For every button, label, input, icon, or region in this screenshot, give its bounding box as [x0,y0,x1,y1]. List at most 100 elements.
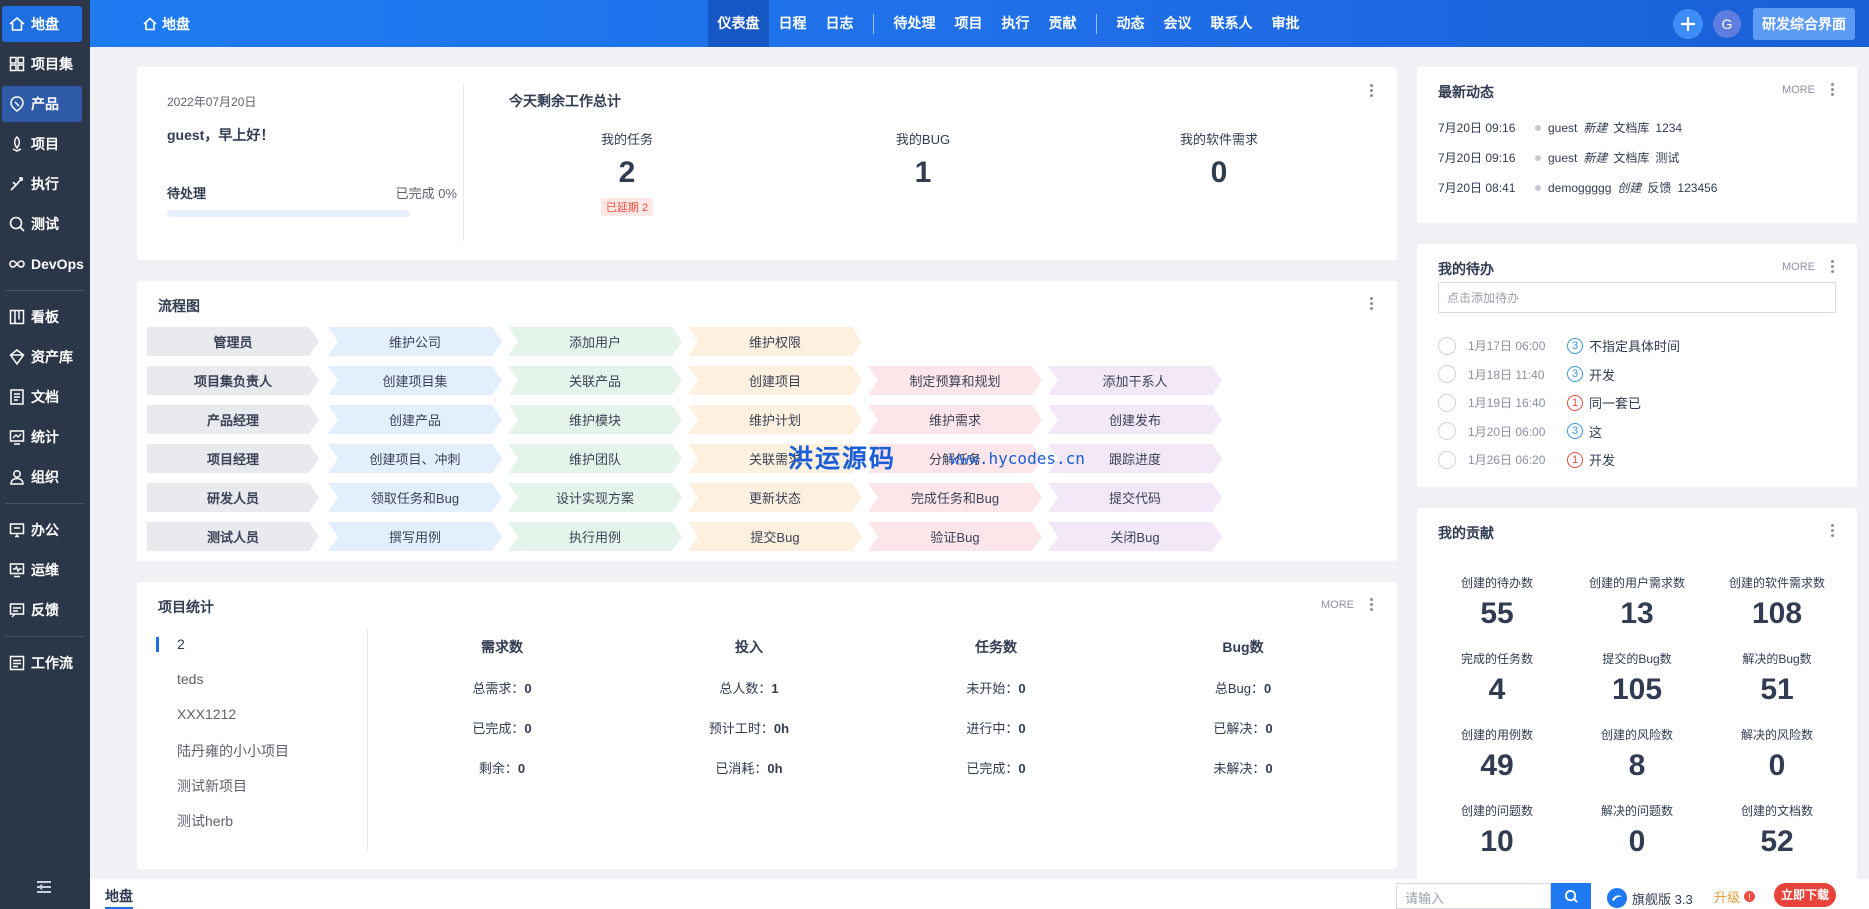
todo-checkbox[interactable] [1438,336,1456,355]
flow-step[interactable]: 添加干系人 [1048,366,1222,395]
todo-item[interactable]: 1月26日 06:20 1 开发 [1438,450,1615,469]
search-button[interactable] [1551,883,1591,909]
switch-interface-button[interactable]: 研发综合界面 [1753,7,1855,40]
project-list-item[interactable]: 测试herb [177,813,234,829]
sidebar-item-5[interactable]: 测试 [2,206,82,242]
flow-step[interactable]: 维护公司 [328,327,502,356]
flow-step[interactable]: 完成任务和Bug [868,483,1042,512]
flow-step[interactable]: 设计实现方案 [508,483,682,512]
todo-checkbox[interactable] [1438,393,1456,412]
todo-item[interactable]: 1月19日 16:40 1 同一套已 [1438,393,1641,412]
flow-step[interactable]: 领取任务和Bug [328,483,502,512]
nav-item-7[interactable]: 动态 [1116,15,1145,31]
create-button[interactable] [1673,8,1703,39]
flow-step[interactable]: 提交代码 [1048,483,1222,512]
todo-checkbox[interactable] [1438,365,1456,383]
more-options-icon[interactable] [1370,297,1374,311]
sidebar-item-10[interactable]: 统计 [2,419,82,455]
download-button[interactable]: 立即下载 [1774,883,1837,907]
todo-checkbox[interactable] [1438,422,1456,440]
flow-step[interactable]: 创建发布 [1048,405,1222,434]
sidebar-item-0[interactable]: 地盘 [2,6,82,42]
nav-item-4[interactable]: 项目 [954,15,983,31]
flow-step[interactable]: 验证Bug [868,522,1042,551]
sidebar-item-2[interactable]: 产品 [2,86,82,122]
header-breadcrumb[interactable]: 地盘 [142,14,190,34]
flow-step[interactable]: 跟踪进度 [1048,444,1222,473]
todo-item[interactable]: 1月20日 06:00 3 这 [1438,422,1602,441]
stats-icon [8,428,26,446]
flow-step[interactable]: 撰写用例 [328,522,502,551]
nav-item-1[interactable]: 日程 [778,15,807,31]
nav-item-10[interactable]: 审批 [1271,15,1300,31]
more-options-icon[interactable] [1831,260,1835,274]
collapse-menu-icon[interactable] [34,877,54,897]
more-link[interactable]: MORE [1321,599,1354,611]
flow-step[interactable]: 创建项目 [688,366,862,395]
more-options-icon[interactable] [1370,84,1374,98]
project-list-item[interactable]: 2 [177,636,185,652]
flow-step[interactable]: 维护模块 [508,405,682,434]
nav-item-5[interactable]: 执行 [1001,15,1030,31]
flow-step[interactable]: 提交Bug [688,522,862,551]
nav-item-3[interactable]: 待处理 [893,15,936,31]
sidebar-item-12[interactable]: 办公 [2,512,82,548]
project-list-item[interactable]: 陆丹雍的小小项目 [177,743,289,759]
activity-item[interactable]: 7月20日 08:41 demoggggg 创建 反馈 123456 [1438,179,1717,196]
todo-item[interactable]: 1月17日 06:00 3 不指定具体时间 [1438,336,1680,355]
flow-step[interactable]: 维护计划 [688,405,862,434]
flow-step[interactable]: 创建产品 [328,405,502,434]
search-input[interactable]: 请输入 [1396,883,1551,909]
nav-item-2[interactable]: 日志 [825,15,854,31]
flow-step[interactable]: 关闭Bug [1048,522,1222,551]
sidebar-item-7[interactable]: 看板 [2,299,82,335]
flow-step[interactable]: 分解任务 [868,444,1042,473]
flow-step[interactable]: 维护权限 [688,327,862,356]
sidebar-item-15[interactable]: 工作流 [2,645,82,681]
more-options-icon[interactable] [1831,83,1835,97]
flow-step[interactable]: 创建项目、冲刺 [328,444,502,473]
todo-item[interactable]: 1月18日 11:40 3 开发 [1438,365,1615,384]
bottom-breadcrumb[interactable]: 地盘 [105,886,133,909]
sidebar-item-6[interactable]: DevOps [2,246,84,282]
more-options-icon[interactable] [1831,524,1835,538]
sidebar-item-14[interactable]: 反馈 [2,592,82,628]
sidebar-item-9[interactable]: 文档 [2,379,82,415]
project-list-item[interactable]: 测试新项目 [177,778,247,794]
flow-step[interactable]: 维护需求 [868,405,1042,434]
flow-step[interactable]: 创建项目集 [328,366,502,395]
nav-item-8[interactable]: 会议 [1163,15,1192,31]
sidebar-item-3[interactable]: 项目 [2,126,82,162]
flow-step[interactable]: 关联产品 [508,366,682,395]
sidebar-item-label: 办公 [31,522,59,538]
flow-step[interactable]: 更新状态 [688,483,862,512]
stat-my-bugs[interactable]: 我的BUG 1 [833,129,1013,190]
upgrade-link[interactable]: 升级 ! [1714,887,1756,906]
more-options-icon[interactable] [1370,598,1374,612]
nav-item-0[interactable]: 仪表盘 [708,0,769,47]
flow-step[interactable]: 添加用户 [508,327,682,356]
activity-item[interactable]: 7月20日 09:16 guest 新建 文档库 1234 [1438,119,1682,136]
flow-step[interactable]: 执行用例 [508,522,682,551]
project-list-item[interactable]: teds [177,671,204,687]
stat-my-tasks[interactable]: 我的任务 2 已延期 2 [537,129,717,216]
project-list-item[interactable]: XXX1212 [177,706,237,722]
more-link[interactable]: MORE [1782,84,1815,96]
activity-item[interactable]: 7月20日 09:16 guest 新建 文档库 测试 [1438,149,1679,166]
sidebar-item-13[interactable]: 运维 [2,552,82,588]
sidebar-item-8[interactable]: 资产库 [2,339,82,375]
stat-my-stories[interactable]: 我的软件需求 0 [1129,129,1309,190]
flow-step[interactable]: 维护团队 [508,444,682,473]
more-link[interactable]: MORE [1782,261,1815,273]
version-info[interactable]: 旗舰版 3.3 [1606,887,1693,909]
flow-step[interactable]: 关联需求 [688,444,862,473]
sidebar-item-1[interactable]: 项目集 [2,46,82,82]
nav-item-6[interactable]: 贡献 [1048,15,1077,31]
sidebar-item-11[interactable]: 组织 [2,459,82,495]
flow-step[interactable]: 制定预算和规划 [868,366,1042,395]
nav-item-9[interactable]: 联系人 [1210,15,1253,31]
avatar[interactable]: G [1713,9,1741,38]
add-todo-input[interactable]: 点击添加待办 [1438,282,1836,313]
sidebar-item-4[interactable]: 执行 [2,166,82,202]
todo-checkbox[interactable] [1438,450,1456,469]
